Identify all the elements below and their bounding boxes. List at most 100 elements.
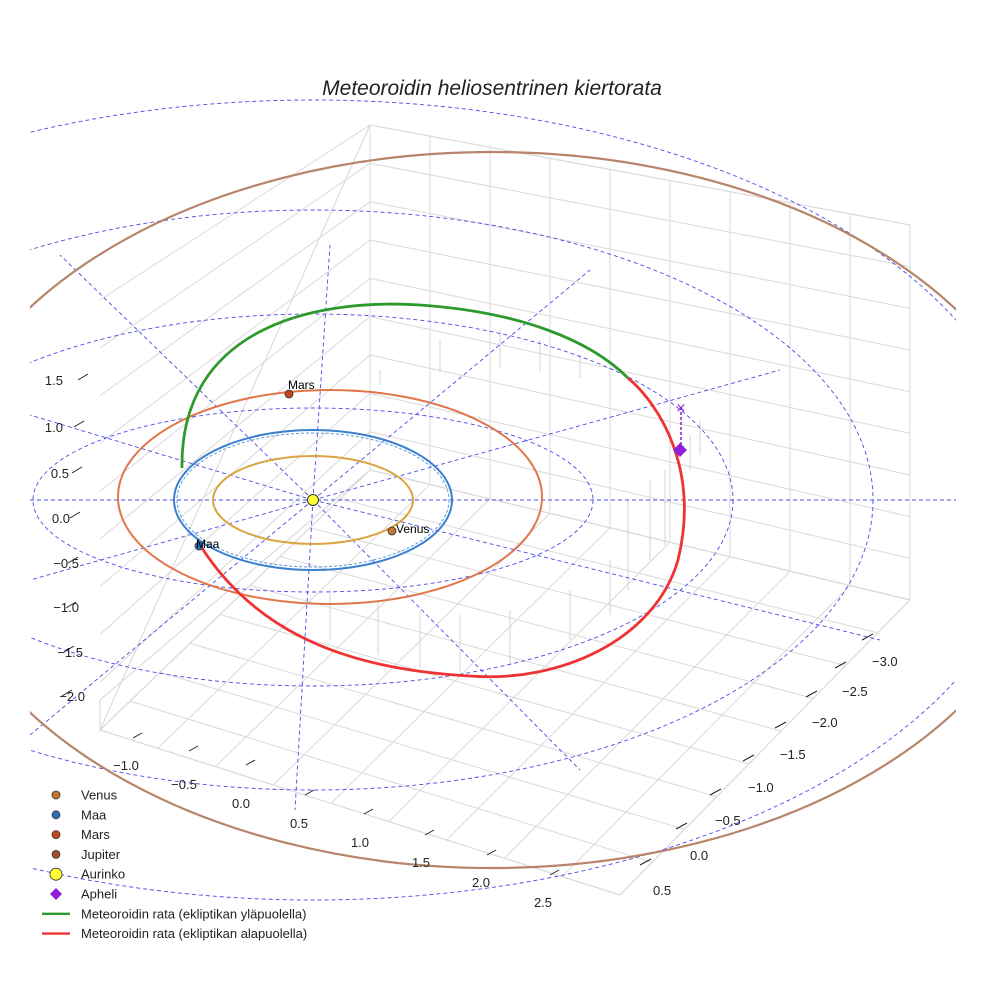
ecliptic-spoke bbox=[30, 499, 314, 581]
grid-line bbox=[249, 585, 782, 732]
grid-line bbox=[215, 498, 491, 768]
y-tick-label: −2.0 bbox=[812, 715, 838, 730]
grid-line bbox=[369, 201, 911, 309]
legend-item[interactable]: Jupiter bbox=[51, 847, 121, 862]
legend: Venus Maa Mars Jupiter Aurinko Apheli Meteoroi… bbox=[42, 788, 307, 941]
y-tick-label: 0.0 bbox=[690, 848, 708, 863]
grid-line bbox=[99, 392, 371, 635]
grid-line bbox=[129, 700, 653, 863]
legend-item[interactable]: Venus bbox=[51, 788, 118, 803]
aphelion-marker bbox=[673, 443, 687, 457]
grid-line bbox=[619, 599, 911, 896]
earth-label: Maa bbox=[196, 537, 220, 551]
grid-line bbox=[99, 431, 371, 683]
ecliptic-spoke bbox=[312, 369, 781, 501]
z-tick-label: −1.5 bbox=[57, 645, 83, 660]
grid-line bbox=[279, 556, 814, 699]
grid-line bbox=[99, 201, 371, 396]
grid-line bbox=[369, 392, 911, 518]
z-tick-label: −0.5 bbox=[53, 556, 79, 571]
grid-line bbox=[99, 469, 371, 731]
z-axis-ticks: 1.5 1.0 0.5 0.0 −0.5 −1.0 −1.5 −2.0 bbox=[45, 373, 89, 704]
z-tick-label: 1.0 bbox=[45, 420, 63, 435]
legend-item[interactable]: Aurinko bbox=[49, 867, 125, 882]
grid-line bbox=[369, 354, 911, 476]
ecliptic-ring bbox=[30, 99, 956, 901]
z-tick-label: −1.0 bbox=[53, 600, 79, 615]
grid-line bbox=[159, 671, 685, 830]
legend-marker-diamond bbox=[50, 888, 62, 900]
aphelion-projection-icon: × bbox=[676, 401, 687, 416]
legend-item[interactable]: Meteoroidin rata (ekliptikan alapuolella… bbox=[42, 926, 307, 941]
z-tick-label: −2.0 bbox=[59, 689, 85, 704]
grid-line bbox=[99, 162, 371, 349]
y-tick-label: −1.0 bbox=[748, 780, 774, 795]
legend-marker-dot bbox=[51, 850, 61, 859]
grid-line bbox=[369, 277, 911, 393]
legend-item[interactable]: Meteoroidin rata (ekliptikan yläpuolella… bbox=[42, 906, 306, 921]
x-tick-label: −1.0 bbox=[113, 758, 139, 773]
legend-label: Jupiter bbox=[81, 847, 121, 862]
x-tick-label: −0.5 bbox=[171, 777, 197, 792]
grid-line bbox=[369, 469, 911, 601]
z-tick-label: 0.5 bbox=[51, 466, 69, 481]
x-axis-ticks: −1.0 −0.5 0.0 0.5 1.0 1.5 2.0 2.5 bbox=[113, 732, 560, 910]
venus-label: Venus bbox=[396, 522, 429, 536]
grid-line bbox=[99, 239, 371, 444]
legend-label: Meteoroidin rata (ekliptikan yläpuolella… bbox=[81, 906, 306, 921]
grid-line bbox=[369, 316, 911, 434]
x-tick-label: 0.0 bbox=[232, 796, 250, 811]
legend-marker-dot bbox=[51, 790, 61, 800]
grid-line bbox=[504, 570, 791, 859]
ecliptic-spoke bbox=[312, 499, 881, 641]
x-tick-label: 0.5 bbox=[290, 816, 308, 831]
x-tick-label: 1.5 bbox=[412, 855, 430, 870]
x-tick-label: 2.0 bbox=[472, 875, 490, 890]
legend-marker-dot bbox=[51, 830, 61, 839]
grid-line bbox=[309, 527, 846, 667]
ecliptic-spoke bbox=[30, 414, 314, 501]
grid-line bbox=[157, 484, 431, 749]
chart-title: Meteoroidin heliosentrinen kiertorata bbox=[322, 77, 662, 100]
z-tick-label: 0.0 bbox=[52, 511, 70, 526]
grid-line bbox=[189, 642, 717, 798]
venus-marker bbox=[387, 526, 397, 536]
legend-item[interactable]: Mars bbox=[51, 827, 110, 842]
z-tick-label: 1.5 bbox=[45, 373, 63, 388]
earth-orbit-inner bbox=[176, 432, 450, 568]
x-tick-label: 2.5 bbox=[534, 895, 552, 910]
grid-line bbox=[99, 316, 371, 540]
legend-label: Aurinko bbox=[81, 867, 125, 882]
grid-line bbox=[388, 541, 671, 823]
grid-line bbox=[339, 498, 878, 634]
grid-line bbox=[446, 556, 731, 841]
venus-orbit bbox=[212, 455, 414, 545]
meteoroid-orbit-above bbox=[180, 302, 629, 469]
ecliptic-spoke bbox=[312, 244, 331, 501]
ecliptic-spoke bbox=[294, 499, 314, 811]
y-tick-label: −3.0 bbox=[872, 654, 898, 669]
legend-label: Apheli bbox=[81, 887, 117, 902]
legend-label: Meteoroidin rata (ekliptikan alapuolella… bbox=[81, 926, 307, 941]
legend-label: Mars bbox=[81, 827, 110, 842]
ecliptic-spoke bbox=[312, 499, 581, 771]
legend-marker-dot bbox=[51, 810, 61, 820]
sun-marker bbox=[307, 494, 319, 506]
legend-item[interactable]: Apheli bbox=[50, 887, 117, 902]
mars-label: Mars bbox=[288, 378, 315, 392]
axis-panes bbox=[99, 124, 911, 896]
drop-lines bbox=[329, 330, 701, 672]
x-tick-label: 1.0 bbox=[351, 835, 369, 850]
legend-marker-sun bbox=[49, 867, 63, 881]
grid-line bbox=[369, 239, 911, 351]
y-tick-label: −1.5 bbox=[780, 747, 806, 762]
legend-item[interactable]: Maa bbox=[51, 807, 107, 822]
y-tick-label: −2.5 bbox=[842, 684, 868, 699]
grid-line bbox=[369, 431, 911, 559]
legend-label: Maa bbox=[81, 807, 107, 822]
grid-line bbox=[561, 585, 851, 878]
grid-lines bbox=[99, 124, 911, 896]
grid-line bbox=[330, 527, 611, 804]
legend-label: Venus bbox=[81, 788, 118, 803]
